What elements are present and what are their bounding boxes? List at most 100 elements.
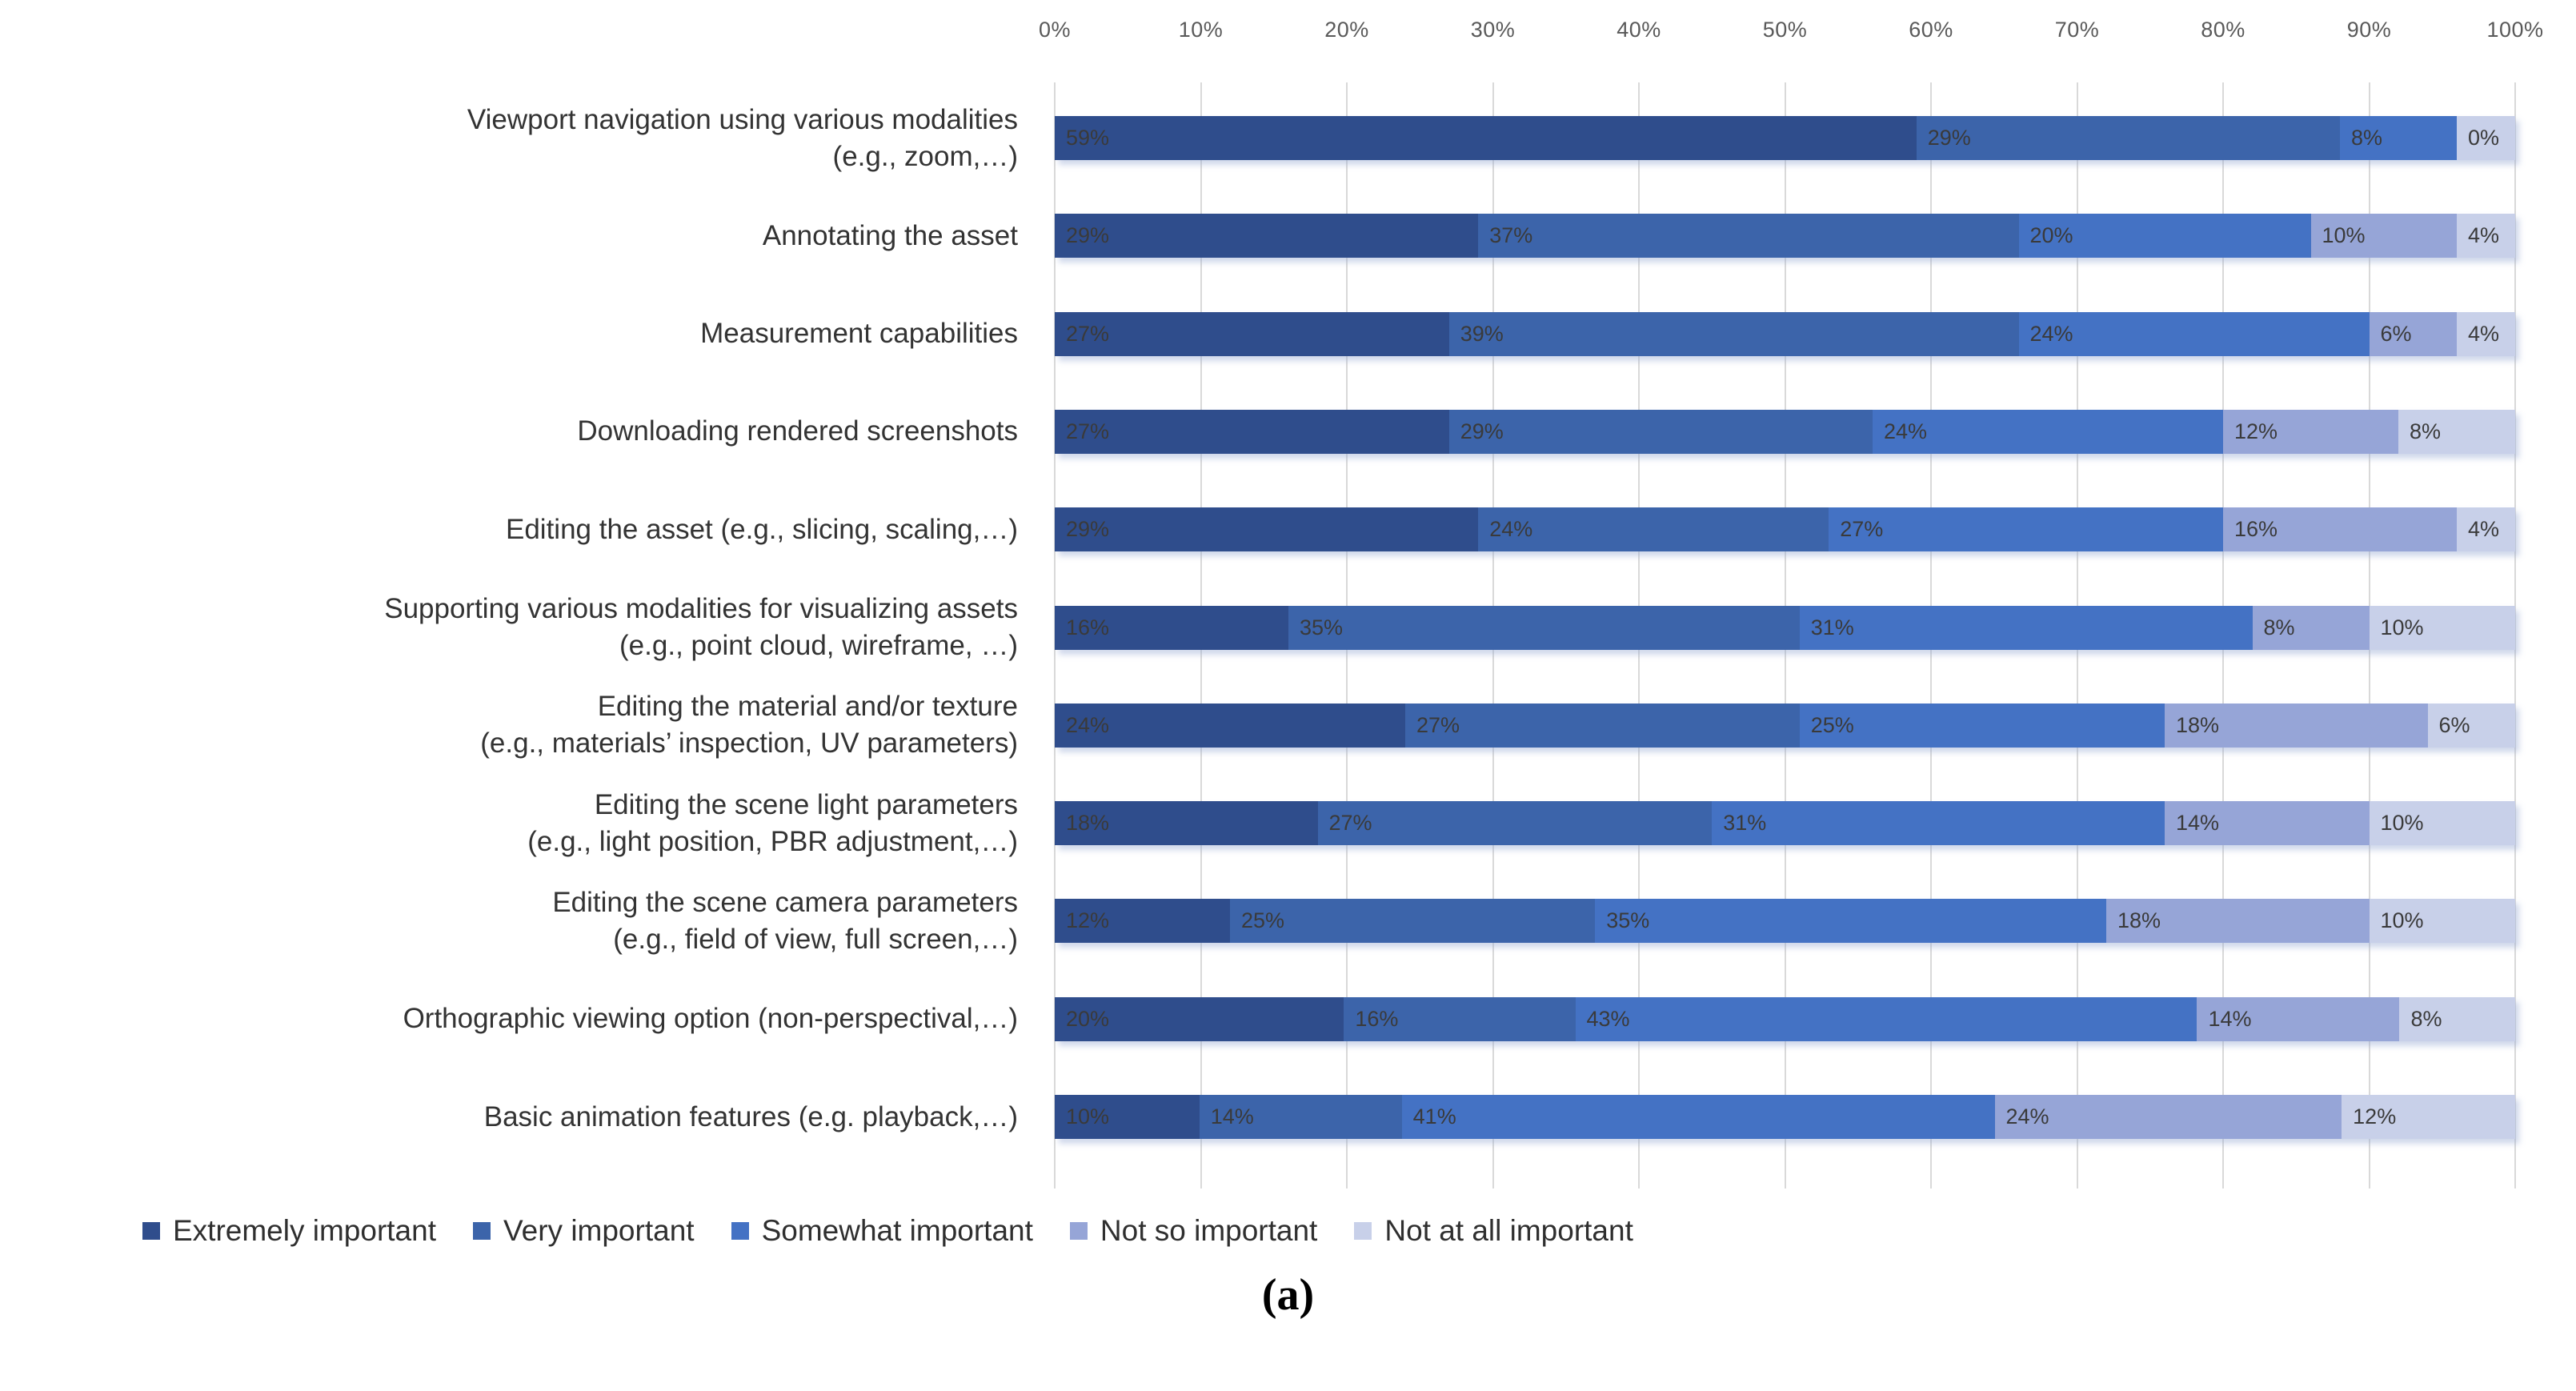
bar-segment-label: 27% bbox=[1066, 419, 1110, 443]
bar-row: 27% 29% 24% 12% 8% bbox=[1055, 409, 2515, 454]
bar-segment: 10% bbox=[2310, 214, 2457, 259]
bar-row: 27% 39% 24% 6% 4% bbox=[1055, 311, 2515, 356]
axis-tick-label: 70% bbox=[2054, 18, 2100, 42]
bar-segment-label: 18% bbox=[2117, 908, 2161, 933]
bar-segment-label: 25% bbox=[1241, 908, 1285, 933]
legend-label: Very important bbox=[503, 1214, 695, 1247]
bar-segment: 20% bbox=[1055, 996, 1344, 1041]
bar-segment: 20% bbox=[2018, 214, 2311, 259]
bar-segment: 8% bbox=[2340, 116, 2457, 160]
bar-segment: 24% bbox=[1994, 1095, 2342, 1139]
bar-segment: 14% bbox=[1199, 1095, 1402, 1139]
bar-segment: 12% bbox=[2342, 1095, 2515, 1139]
bar-segment: 29% bbox=[1055, 507, 1479, 552]
legend-label: Not at all important bbox=[1384, 1214, 1633, 1247]
bar-segment: 27% bbox=[1055, 311, 1449, 356]
bar-segment: 12% bbox=[2223, 409, 2398, 454]
bar-segment-label: 43% bbox=[1586, 1006, 1630, 1031]
axis-tick-label: 60% bbox=[1909, 18, 1953, 42]
legend-swatch bbox=[142, 1222, 160, 1240]
category-label: Basic animation features (e.g. playback,… bbox=[483, 1100, 1018, 1132]
bar-segment: 4% bbox=[2457, 311, 2515, 356]
bar-segment: 27% bbox=[1829, 507, 2223, 552]
bar-segment: 18% bbox=[2165, 703, 2428, 748]
bar-segment: 24% bbox=[1478, 507, 1829, 552]
bar-segment: 31% bbox=[1712, 801, 2165, 846]
bar-segment: 29% bbox=[1055, 214, 1479, 259]
category-label: Annotating the asset bbox=[762, 219, 1018, 251]
category-label: Measurement capabilities bbox=[700, 318, 1018, 350]
axis-tick-label: 10% bbox=[1178, 18, 1224, 42]
bar-segment-label: 14% bbox=[2176, 811, 2220, 836]
bar-row: 12% 25% 35% 18% 10% bbox=[1055, 899, 2515, 944]
bar-segment: 0% bbox=[2457, 116, 2515, 160]
bar-segment: 25% bbox=[1230, 899, 1596, 944]
bar-segment: 6% bbox=[2427, 703, 2515, 748]
legend-swatch bbox=[731, 1222, 749, 1240]
figure-caption: (a) bbox=[1261, 1270, 1315, 1320]
legend-swatch bbox=[1069, 1222, 1088, 1240]
legend-swatch bbox=[1354, 1222, 1372, 1240]
bar-segment-label: 18% bbox=[2176, 712, 2220, 737]
bar-segment: 27% bbox=[1055, 409, 1449, 454]
bar-row: 29% 37% 20% 10% 4% bbox=[1055, 214, 2515, 259]
bar-segment-label: 16% bbox=[1355, 1006, 1399, 1031]
legend-label: Somewhat important bbox=[761, 1214, 1033, 1247]
bar-segment-label: 31% bbox=[1723, 811, 1767, 836]
bar-segment: 16% bbox=[2223, 507, 2457, 552]
bar-segment: 16% bbox=[1344, 996, 1576, 1041]
legend: Extremely important Very important Somewha… bbox=[142, 1205, 2463, 1257]
bar-segment-label: 27% bbox=[1328, 811, 1372, 836]
bar-segment-label: 4% bbox=[2468, 517, 2500, 542]
bar-segment-label: 29% bbox=[1927, 126, 1971, 150]
bar-segment: 8% bbox=[2399, 996, 2515, 1041]
category-label: Editing the scene camera parameters (e.g… bbox=[552, 886, 1018, 955]
legend-swatch bbox=[473, 1222, 491, 1240]
bar-row: 29% 24% 27% 16% 4% bbox=[1055, 507, 2515, 552]
bar-row: 59% 29% 8% 0% bbox=[1055, 116, 2515, 160]
bar-segment: 24% bbox=[2018, 311, 2370, 356]
bar-segment: 24% bbox=[1873, 409, 2223, 454]
bar-segment-label: 27% bbox=[1066, 321, 1110, 346]
bar-segment: 59% bbox=[1055, 116, 1917, 160]
axis-tick-label: 80% bbox=[2201, 18, 2245, 42]
bar-segment-label: 8% bbox=[2410, 1006, 2442, 1031]
bar-row: 20% 16% 43% 14% 8% bbox=[1055, 996, 2515, 1041]
bar-segment-label: 12% bbox=[2234, 419, 2278, 443]
bar-segment: 31% bbox=[1799, 605, 2253, 650]
bar-segment-label: 37% bbox=[1489, 223, 1533, 248]
bar-segment: 24% bbox=[1055, 703, 1405, 748]
bar-segment: 27% bbox=[1405, 703, 1800, 748]
bar-segment: 8% bbox=[2252, 605, 2370, 650]
bar-segment-label: 10% bbox=[2380, 811, 2424, 836]
bar-segment-label: 8% bbox=[2263, 615, 2295, 639]
bar-segment-label: 10% bbox=[2322, 223, 2366, 248]
bar-row: 18% 27% 31% 14% 10% bbox=[1055, 801, 2515, 846]
legend-item: Somewhat important bbox=[731, 1214, 1033, 1248]
bar-segment-label: 29% bbox=[1066, 517, 1110, 542]
bar-segment: 14% bbox=[2197, 996, 2400, 1041]
bar-segment: 8% bbox=[2398, 409, 2515, 454]
bar-segment-label: 10% bbox=[2380, 615, 2424, 639]
bar-segment-label: 27% bbox=[1416, 712, 1460, 737]
bar-segment: 4% bbox=[2457, 507, 2515, 552]
bar-segment-label: 16% bbox=[2234, 517, 2278, 542]
grid-line bbox=[2514, 82, 2516, 1189]
legend-item: Very important bbox=[473, 1214, 695, 1248]
bar-segment-label: 8% bbox=[2410, 419, 2442, 443]
bar-segment-label: 24% bbox=[1066, 712, 1110, 737]
bar-segment-label: 12% bbox=[2353, 1104, 2397, 1128]
bar-segment: 25% bbox=[1799, 703, 2165, 748]
legend-item: Extremely important bbox=[142, 1214, 436, 1248]
bar-segment: 4% bbox=[2457, 214, 2515, 259]
bar-segment: 6% bbox=[2369, 311, 2457, 356]
axis-tick-label: 90% bbox=[2346, 18, 2392, 42]
bar-segment-label: 41% bbox=[1412, 1104, 1456, 1128]
bar-segment-label: 24% bbox=[1489, 517, 1533, 542]
bar-row: 16% 35% 31% 8% 10% bbox=[1055, 605, 2515, 650]
bar-segment-label: 8% bbox=[2351, 126, 2383, 150]
bar-segment-label: 16% bbox=[1066, 615, 1110, 639]
bar-segment-label: 25% bbox=[1810, 712, 1854, 737]
bar-segment: 10% bbox=[1055, 1095, 1200, 1139]
